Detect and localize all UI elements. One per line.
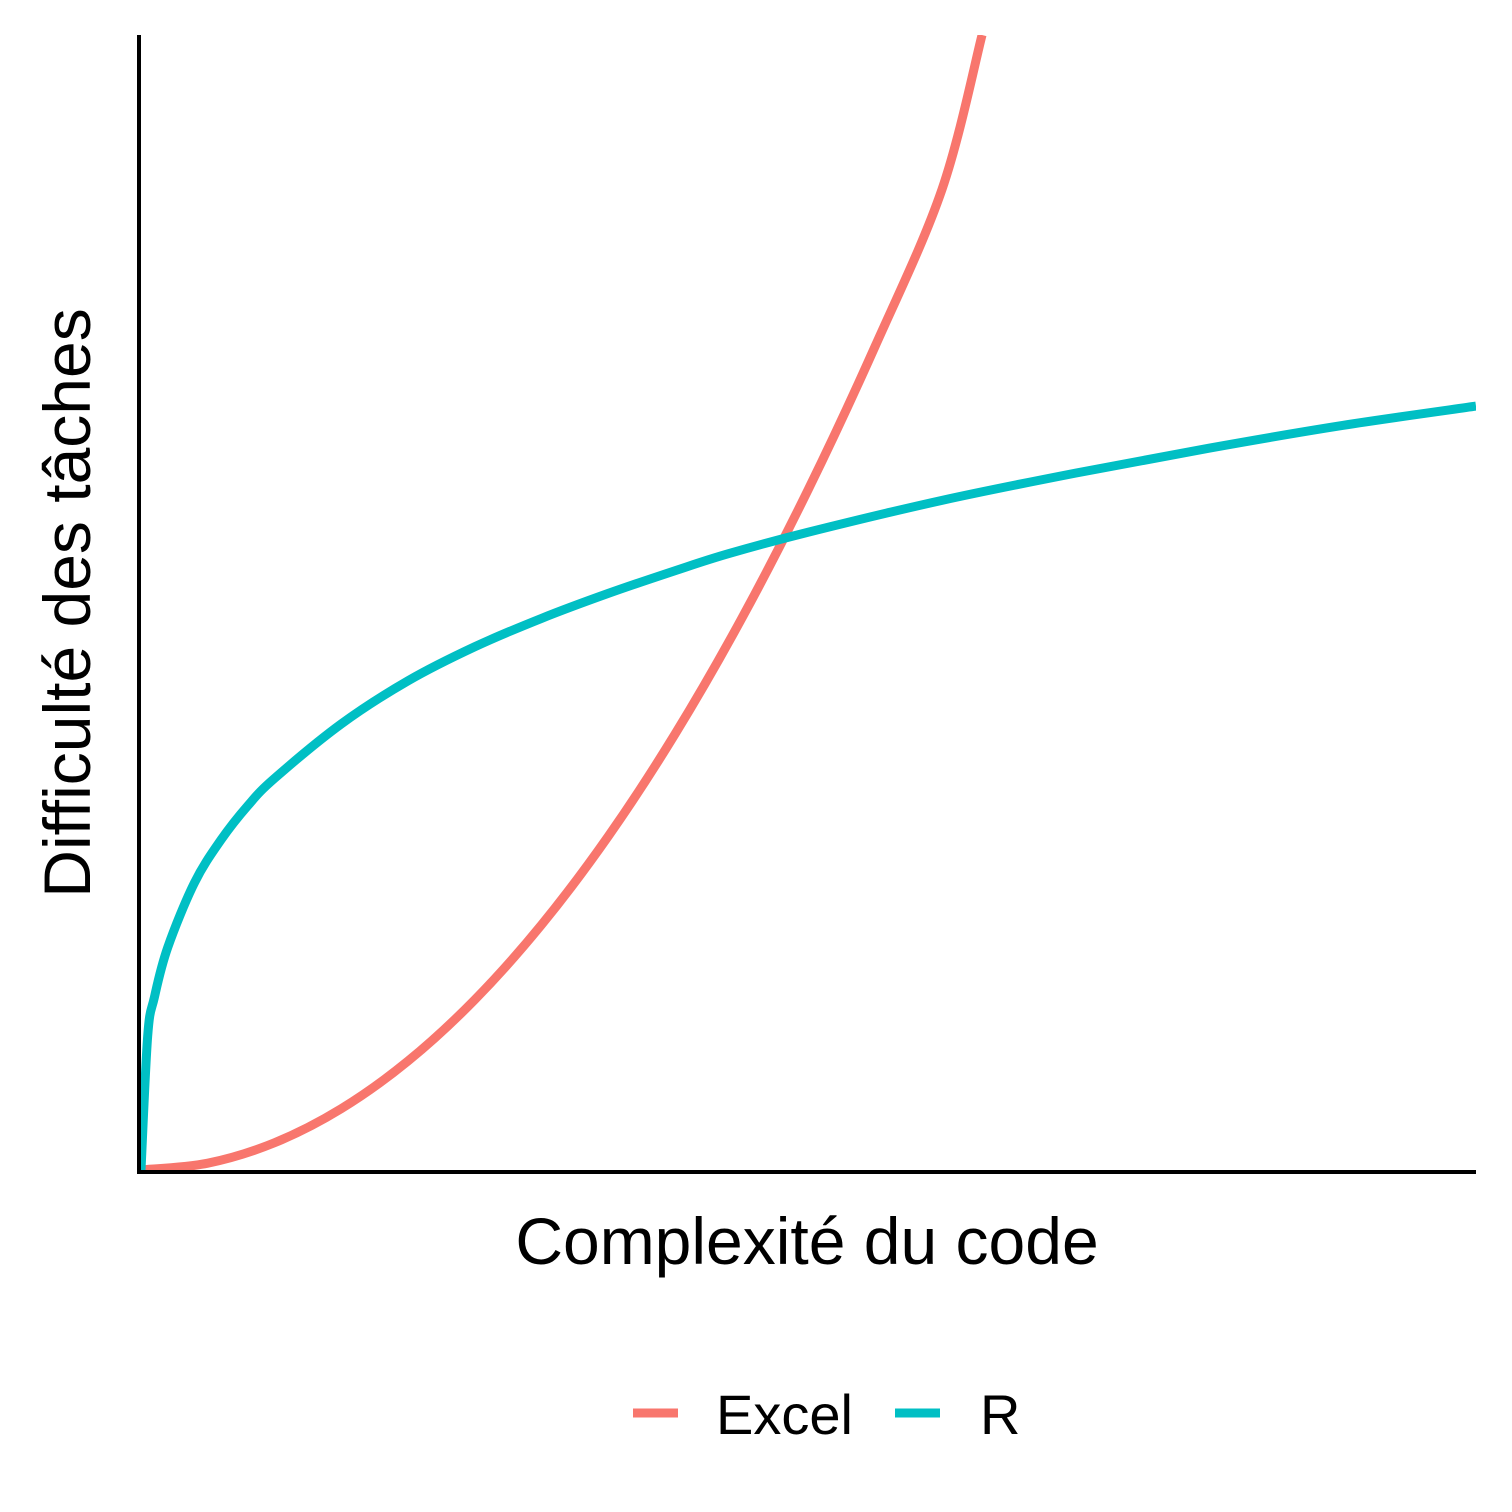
x-axis-label: Complexité du code [515,1204,1098,1278]
legend-label-excel: Excel [716,1383,853,1446]
series-line-excel [140,35,987,1172]
series-line-r [139,401,1476,1171]
series-layer [139,35,1476,1172]
y-axis-label: Difficulté des tâches [30,308,104,897]
legend-label-r: R [980,1383,1020,1446]
legend: Excel R [633,1383,1020,1446]
